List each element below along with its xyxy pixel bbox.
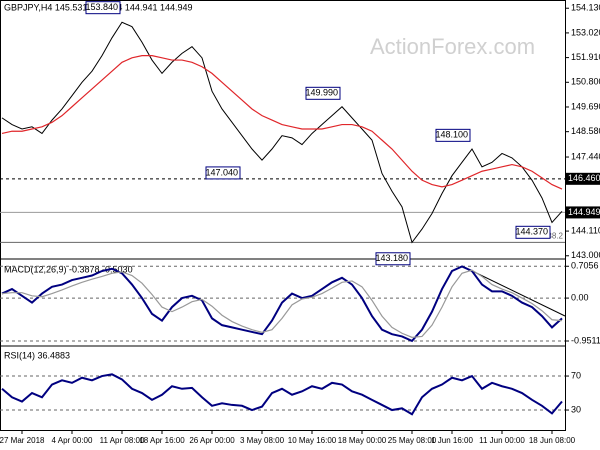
last-box <box>566 206 600 219</box>
series-line <box>1 269 563 338</box>
level-box <box>566 172 600 185</box>
y-tick-label: 153.020 <box>571 27 600 37</box>
series-line <box>1 21 563 244</box>
fib-label: 38.2 <box>547 232 563 241</box>
series-line <box>1 373 563 416</box>
y-tick-label: 70 <box>571 370 581 380</box>
y-tick-label: 144.110 <box>571 225 600 235</box>
x-tick-label: 27 Mar 2018 <box>0 436 45 445</box>
x-tick-label: 18 Jun 08:00 <box>529 436 576 445</box>
y-tick-label: 0.00 <box>571 292 589 302</box>
annotation: 143.180 <box>375 253 408 263</box>
annotation: 147.040 <box>205 167 238 177</box>
y-tick-label: 154.130 <box>571 3 600 13</box>
series-line <box>1 55 563 190</box>
annotation-box <box>515 225 551 239</box>
y-tick-label: 149.690 <box>571 101 600 111</box>
x-tick-label: 10 May 16:00 <box>288 436 337 445</box>
panel-title: RSI(14) 36.4883 <box>4 350 70 360</box>
y-tick-label: 147.440 <box>571 151 600 161</box>
annotation-box <box>375 252 411 266</box>
x-tick-label: 26 Apr 00:00 <box>189 436 235 445</box>
watermark: ActionForex.com <box>370 34 535 59</box>
annotation-box <box>435 128 471 142</box>
y-tick-label: 143.000 <box>571 250 600 260</box>
x-tick-label: 11 Jun 00:00 <box>479 436 525 445</box>
series-line <box>1 265 563 343</box>
annotation: 144.370 <box>515 227 548 237</box>
y-tick-label: 151.910 <box>571 52 600 62</box>
frame <box>0 0 566 431</box>
x-tick-label: 3 May 08:00 <box>240 436 285 445</box>
y-tick-label: -0.9511 <box>571 335 600 345</box>
x-tick-label: 18 Apr 16:00 <box>139 436 185 445</box>
x-tick-label: 4 Apr 00:00 <box>52 436 93 445</box>
x-tick-label: 1 Jun 16:00 <box>431 436 473 445</box>
x-tick-label: 25 May 08:00 <box>388 436 437 445</box>
x-tick-label: 11 Apr 08:00 <box>100 436 145 445</box>
y-tick-label: 0.7056 <box>571 261 599 271</box>
y-tick-label: 30 <box>571 404 581 414</box>
y-tick-label: 150.800 <box>571 77 600 87</box>
annotation-box <box>305 86 341 100</box>
last-label: 144.949 <box>568 207 600 217</box>
x-tick-label: 18 May 00:00 <box>338 436 387 445</box>
annotation: 149.990 <box>305 88 338 98</box>
annotation-box <box>205 166 241 180</box>
y-tick-label: 148.580 <box>571 126 600 136</box>
annotation-box <box>85 1 121 15</box>
annotation: 148.100 <box>435 130 468 140</box>
panel-title: MACD(12,26,9) -0.3878 -0.5030 <box>4 264 133 274</box>
annotation: 153.840 <box>85 2 118 12</box>
level-label: 146.460 <box>568 173 600 183</box>
